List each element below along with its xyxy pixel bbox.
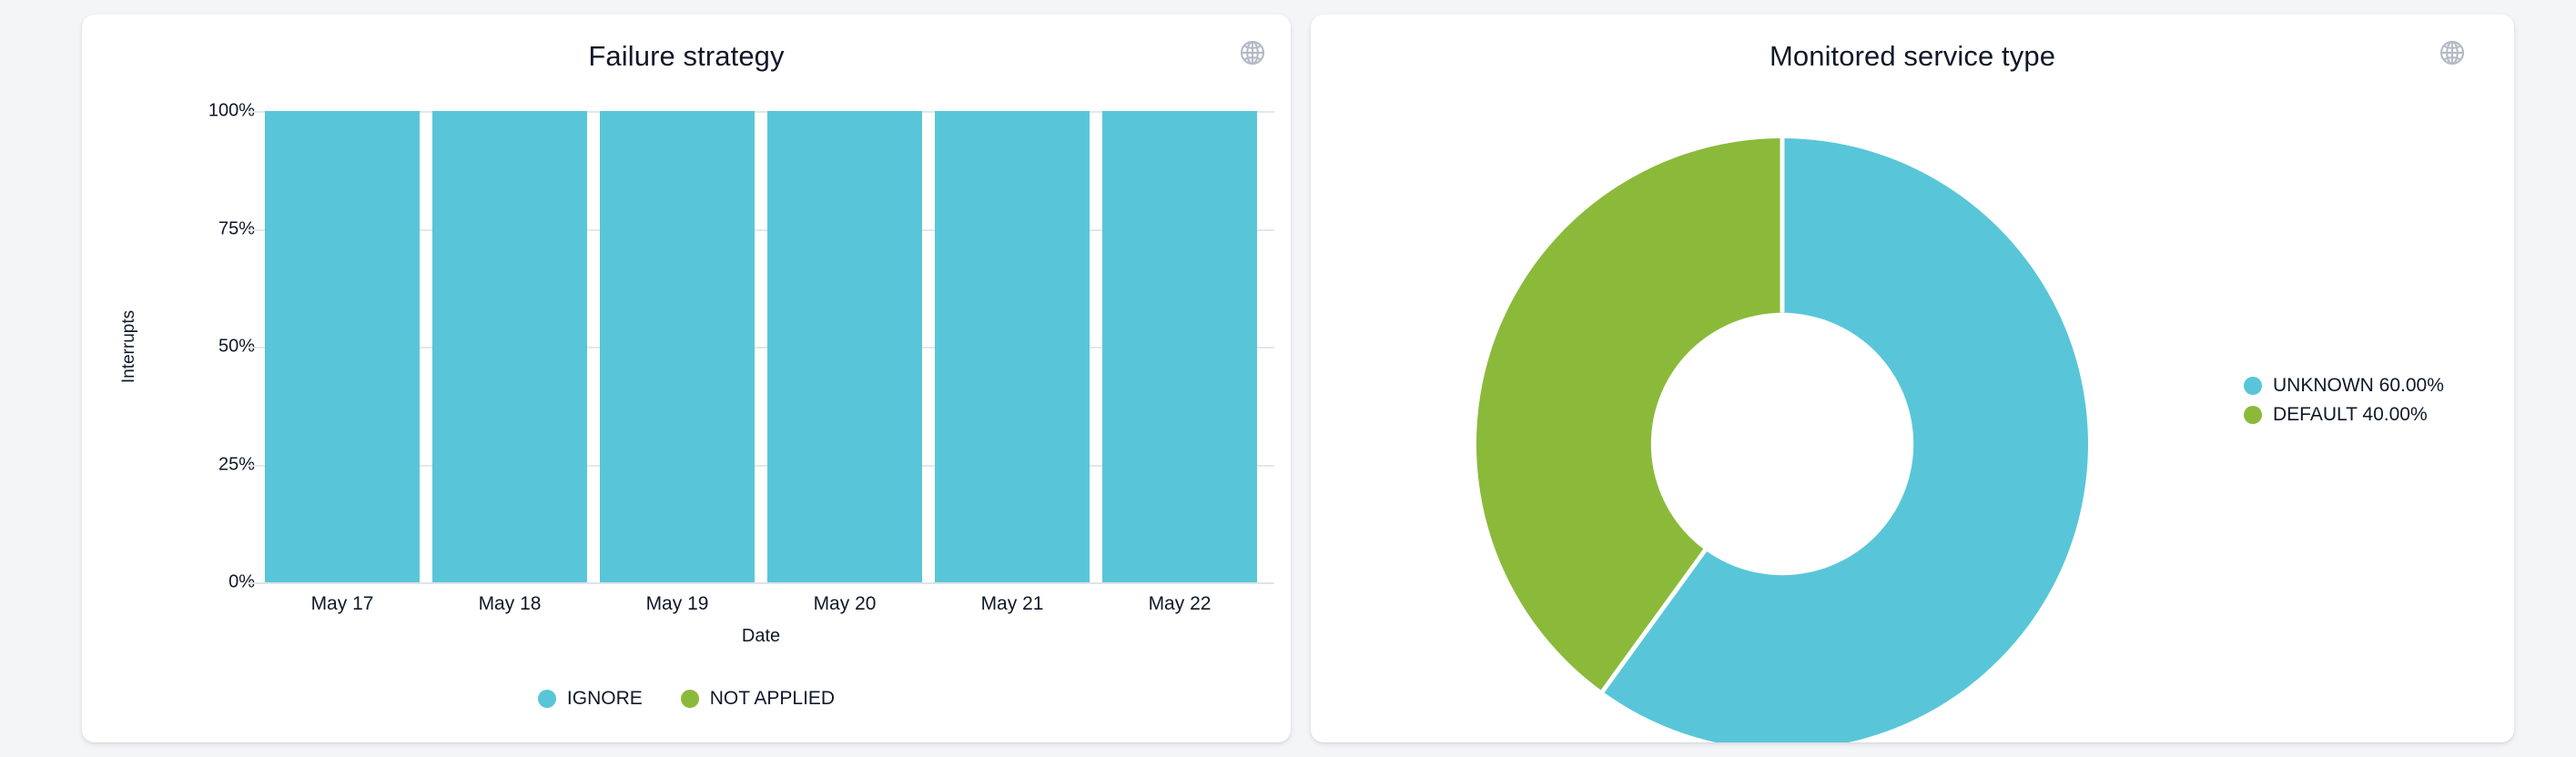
donut-hole xyxy=(1650,312,1914,576)
bar-ignore[interactable] xyxy=(600,111,755,582)
bar-ignore[interactable] xyxy=(432,111,587,582)
bar-ignore[interactable] xyxy=(935,111,1090,582)
y-axis-tick: 50% xyxy=(218,336,255,357)
gridline xyxy=(248,111,1274,113)
legend-item-label: IGNORE xyxy=(566,688,643,709)
x-axis-ticks: May 17 May 18 May 19 May 20 May 21 May 2… xyxy=(248,593,1274,615)
card-monitored-service-type: Monitored service type xyxy=(1311,15,2514,742)
donut-slice-default[interactable] xyxy=(1476,138,1782,691)
bar-chart-failure-strategy: Interrupts 100% 75% 50% 25% 0% xyxy=(82,15,1291,742)
bar-slot xyxy=(259,111,426,582)
legend-swatch-icon xyxy=(2244,406,2262,424)
bar-slot xyxy=(1096,111,1263,582)
plot-area xyxy=(248,111,1274,584)
globe-icon[interactable] xyxy=(1238,38,1267,67)
gridline xyxy=(248,347,1274,348)
x-axis-tick: May 17 xyxy=(310,593,374,614)
x-axis-tick: May 18 xyxy=(478,593,542,614)
bar-ignore[interactable] xyxy=(265,111,420,582)
y-axis-title: Interrupts xyxy=(119,309,138,384)
x-axis-tick: May 19 xyxy=(645,593,709,614)
legend-item-ignore[interactable]: IGNORE xyxy=(537,688,643,710)
bar-slot xyxy=(761,111,928,582)
donut-divider xyxy=(1600,549,1708,693)
bar-ignore[interactable] xyxy=(1102,111,1257,582)
legend-item-unknown[interactable]: UNKNOWN 60.00% xyxy=(2244,375,2444,397)
bar-slot xyxy=(928,111,1096,582)
bar-slot xyxy=(426,111,593,582)
x-axis-tick: May 21 xyxy=(980,593,1044,614)
legend-item-not-applied[interactable]: NOT APPLIED xyxy=(680,688,836,710)
globe-icon[interactable] xyxy=(2438,38,2467,67)
x-axis-line xyxy=(248,582,1274,584)
x-axis-tick: May 22 xyxy=(1148,593,1212,614)
chart-legend: UNKNOWN 60.00% DEFAULT 40.00% xyxy=(2244,375,2444,426)
y-axis-tick: 0% xyxy=(228,571,255,592)
legend-swatch-icon xyxy=(537,690,556,708)
x-axis-tick: May 20 xyxy=(813,593,877,614)
gridline xyxy=(248,228,1274,231)
legend-item-label: UNKNOWN 60.00% xyxy=(2273,375,2444,396)
bar-slot xyxy=(593,111,761,582)
bar-ignore[interactable] xyxy=(767,111,922,582)
gridline xyxy=(248,464,1274,467)
page-title-monitored-service-type: Monitored service type xyxy=(1769,40,2056,72)
y-axis-tick: 75% xyxy=(218,218,255,238)
chart-legend: IGNORE NOT APPLIED xyxy=(82,688,1291,710)
bar-series-group xyxy=(248,111,1274,582)
legend-swatch-icon xyxy=(2244,377,2262,395)
card-failure-strategy: Failure strategy Interrupts 100% 75% 50%… xyxy=(82,15,1291,742)
legend-item-default[interactable]: DEFAULT 40.00% xyxy=(2244,404,2444,426)
x-axis-title: Date xyxy=(741,626,781,646)
y-axis-tick: 100% xyxy=(208,100,255,121)
legend-item-label: NOT APPLIED xyxy=(709,688,836,709)
legend-item-label: DEFAULT 40.00% xyxy=(2273,404,2428,425)
donut-chart-monitored-service-type xyxy=(1464,126,2101,742)
legend-swatch-icon xyxy=(680,690,699,708)
y-axis-tick: 25% xyxy=(218,454,255,474)
page-title-failure-strategy: Failure strategy xyxy=(588,40,785,72)
